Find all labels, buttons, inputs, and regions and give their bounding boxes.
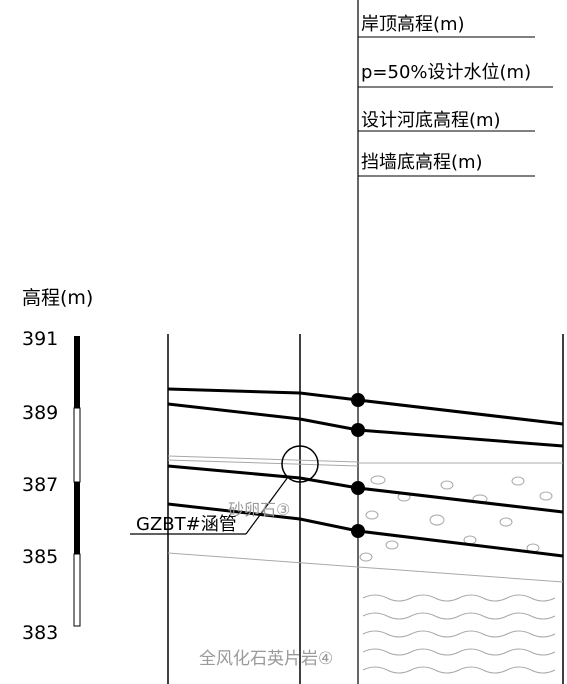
wall-base-marker <box>351 524 365 538</box>
pipe-label: GZBT#涵管 <box>136 514 237 535</box>
scale-bar-segment-black <box>74 336 80 408</box>
stratum-hatching <box>167 455 564 674</box>
culvert-pipe-symbol <box>281 445 319 483</box>
scale-tick-label: 383 <box>22 622 58 644</box>
crest-marker <box>351 393 365 407</box>
legend-row-crest-elevation: 岸顶高程(m) <box>361 14 465 35</box>
pipe-leader-line <box>245 476 289 535</box>
scale-bar-segment-black <box>74 482 80 554</box>
scale-tick-label: 385 <box>22 546 58 568</box>
elevation-scale: 高程(m) 391 389 387 385 383 <box>22 287 93 644</box>
design-water-level-line <box>167 402 564 448</box>
legend-row-design-water-level: p=50%设计水位(m) <box>361 62 531 83</box>
elevation-scale-title: 高程(m) <box>22 287 93 309</box>
scale-tick-label: 389 <box>22 402 58 424</box>
water-level-marker <box>351 423 365 437</box>
riverbed-marker <box>351 481 365 495</box>
stratum-label-gravel: 砂卵石③ <box>228 500 290 519</box>
riverbed-elevation-line <box>167 464 564 514</box>
legend-table: 岸顶高程(m) p=50%设计水位(m) 设计河底高程(m) 挡墙底高程(m) <box>358 14 553 177</box>
stratum-label-weathered-schist: 全风化石英片岩④ <box>199 649 333 669</box>
scale-tick-label: 387 <box>22 474 58 496</box>
scale-bar-segment-white <box>73 553 81 627</box>
profile-lines <box>167 387 564 558</box>
crest-elevation-line <box>167 387 564 426</box>
legend-row-riverbed-elevation: 设计河底高程(m) <box>361 110 501 131</box>
scale-bar-segment-white <box>73 407 81 483</box>
legend-row-wall-base-elevation: 挡墙底高程(m) <box>361 152 483 173</box>
wall-base-elevation-line <box>167 502 564 558</box>
scale-tick-label: 391 <box>22 328 58 350</box>
